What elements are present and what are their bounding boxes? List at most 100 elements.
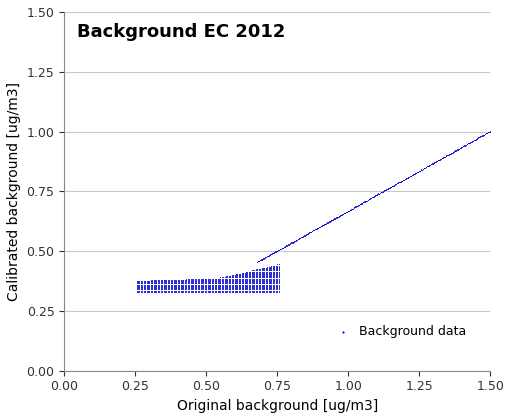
Background data (192, 280, 200, 287)
Background data (155, 280, 164, 287)
Background data (165, 286, 173, 293)
Background data (381, 186, 389, 193)
Background data (201, 289, 209, 295)
Background data (266, 273, 274, 280)
Background data (202, 278, 210, 284)
Background data (253, 276, 262, 283)
Background data (140, 284, 148, 290)
Background data (203, 280, 212, 287)
Background data (262, 268, 270, 275)
Background data (285, 240, 293, 247)
Background data (249, 276, 257, 282)
Background data (196, 279, 204, 286)
Background data (272, 273, 280, 280)
Background data (221, 276, 229, 282)
Background data (212, 283, 220, 289)
Background data (205, 276, 213, 282)
Background data (274, 247, 282, 254)
Background data (341, 209, 350, 215)
Background data (215, 283, 223, 289)
Background data (266, 270, 274, 277)
Background data (260, 276, 268, 282)
Background data (256, 273, 264, 280)
Background data (222, 276, 230, 282)
Background data (191, 284, 199, 290)
Background data (234, 274, 242, 281)
Background data (242, 276, 250, 283)
Background data (282, 242, 290, 249)
Background data (182, 279, 191, 286)
Background data (192, 276, 200, 283)
Background data (380, 188, 388, 194)
Background data (212, 287, 220, 294)
Background data (174, 286, 182, 293)
Background data (258, 284, 266, 290)
Background data (145, 289, 153, 295)
Background data (192, 283, 200, 289)
Background data (208, 278, 216, 284)
Background data (147, 289, 155, 295)
Background data (137, 289, 145, 295)
Background data (249, 280, 257, 287)
Background data (154, 285, 162, 291)
Text: Background EC 2012: Background EC 2012 (77, 23, 285, 41)
Background data (144, 279, 152, 286)
Background data (199, 280, 207, 287)
Background data (150, 284, 158, 290)
Background data (175, 278, 183, 284)
Background data (266, 283, 274, 289)
Background data (272, 281, 280, 288)
Background data (351, 204, 359, 211)
Background data (350, 205, 358, 212)
Background data (339, 210, 347, 217)
Background data (208, 276, 216, 283)
Background data (263, 279, 271, 286)
Background data (252, 266, 260, 273)
Background data (266, 278, 274, 284)
Background data (254, 268, 263, 275)
Background data (270, 270, 278, 277)
Background data (201, 280, 209, 287)
Background data (272, 270, 280, 277)
Background data (154, 280, 162, 287)
Background data (209, 286, 217, 293)
Background data (265, 252, 273, 259)
Background data (189, 278, 197, 284)
Background data (238, 269, 246, 276)
Background data (143, 281, 151, 288)
Background data (170, 284, 178, 290)
Background data (250, 269, 259, 276)
Background data (188, 276, 196, 283)
Background data (183, 280, 192, 287)
Background data (176, 285, 184, 291)
Background data (187, 283, 195, 289)
Background data (274, 284, 283, 290)
Background data (172, 280, 180, 287)
Background data (206, 276, 215, 283)
Background data (176, 281, 184, 288)
Background data (352, 203, 360, 210)
Background data (267, 270, 275, 277)
Background data (338, 211, 346, 218)
Background data (241, 286, 249, 293)
Background data (356, 201, 364, 208)
Background data (222, 283, 230, 289)
Background data (439, 154, 448, 161)
Background data (375, 190, 383, 197)
Background data (272, 279, 280, 286)
Background data (333, 214, 341, 220)
Background data (185, 281, 193, 288)
Background data (434, 157, 442, 163)
Background data (290, 238, 298, 245)
Background data (141, 283, 149, 289)
Background data (230, 274, 239, 281)
Background data (463, 140, 471, 147)
Background data (267, 267, 275, 274)
Background data (254, 279, 263, 286)
Background data (241, 287, 249, 294)
Background data (222, 287, 230, 294)
Background data (219, 276, 227, 282)
Background data (179, 284, 188, 290)
Background data (258, 281, 266, 288)
Background data (159, 285, 168, 291)
